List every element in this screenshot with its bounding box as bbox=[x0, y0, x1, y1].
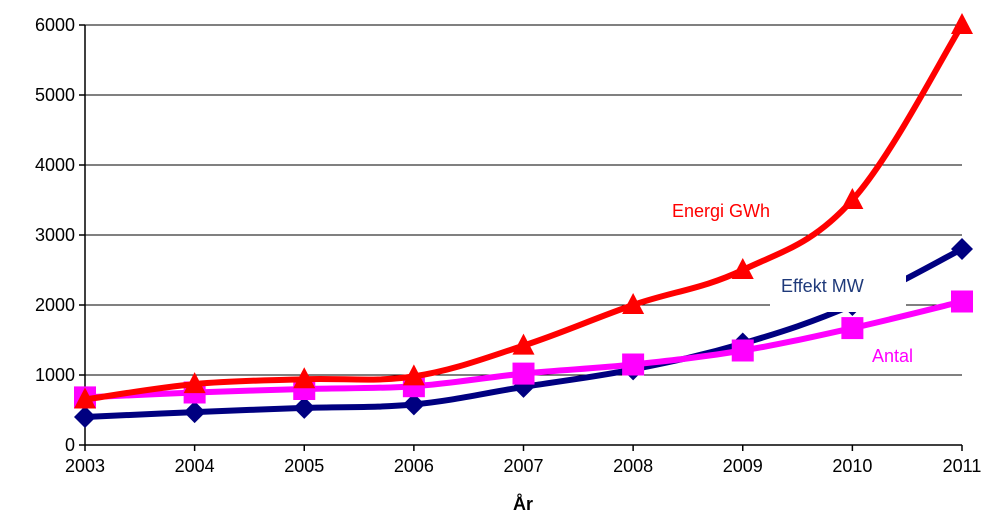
series-labels: Energi GWh Effekt MW Antal bbox=[672, 201, 913, 366]
y-axis-ticks: 0 1000 2000 3000 4000 5000 6000 bbox=[35, 15, 85, 455]
x-tick-label: 2009 bbox=[723, 456, 763, 476]
data-point bbox=[951, 13, 973, 34]
data-point bbox=[731, 339, 754, 362]
data-point bbox=[731, 258, 754, 279]
x-axis-title: År bbox=[513, 494, 533, 514]
data-point bbox=[293, 396, 316, 419]
y-tick-label: 1000 bbox=[35, 365, 75, 385]
data-point bbox=[402, 393, 425, 416]
series-label-effekt-bg bbox=[770, 272, 906, 312]
y-tick-label: 2000 bbox=[35, 295, 75, 315]
x-tick-label: 2010 bbox=[832, 456, 872, 476]
series-layer bbox=[74, 13, 973, 428]
y-tick-label: 6000 bbox=[35, 15, 75, 35]
x-tick-label: 2004 bbox=[175, 456, 215, 476]
data-point bbox=[951, 238, 973, 260]
gridlines bbox=[85, 24, 962, 376]
series-energi-gwh bbox=[74, 13, 973, 409]
data-point bbox=[622, 293, 645, 314]
data-point bbox=[74, 406, 96, 428]
data-point bbox=[512, 362, 535, 385]
data-point bbox=[622, 353, 645, 376]
y-tick-label: 5000 bbox=[35, 85, 75, 105]
x-tick-label: 2003 bbox=[65, 456, 105, 476]
data-point bbox=[293, 367, 316, 389]
data-point bbox=[402, 364, 425, 386]
x-tick-label: 2007 bbox=[503, 456, 543, 476]
y-tick-label: 3000 bbox=[35, 225, 75, 245]
data-point bbox=[74, 387, 96, 409]
y-tick-label: 4000 bbox=[35, 155, 75, 175]
data-point bbox=[841, 188, 864, 209]
x-tick-label: 2006 bbox=[394, 456, 434, 476]
series-label-effekt: Effekt MW bbox=[781, 276, 864, 296]
x-tick-label: 2011 bbox=[943, 456, 982, 476]
series-label-energi: Energi GWh bbox=[672, 201, 770, 221]
x-axis-ticks: 2003 2004 2005 2006 2007 2008 2009 2010 2011 bbox=[65, 445, 981, 476]
data-point bbox=[183, 372, 206, 394]
data-point bbox=[183, 401, 206, 424]
data-point bbox=[951, 290, 973, 313]
data-point bbox=[841, 317, 864, 340]
x-tick-label: 2005 bbox=[284, 456, 324, 476]
series-label-antal: Antal bbox=[872, 346, 913, 366]
x-tick-label: 2008 bbox=[613, 456, 653, 476]
y-tick-label: 0 bbox=[65, 435, 75, 455]
data-point bbox=[512, 333, 535, 355]
